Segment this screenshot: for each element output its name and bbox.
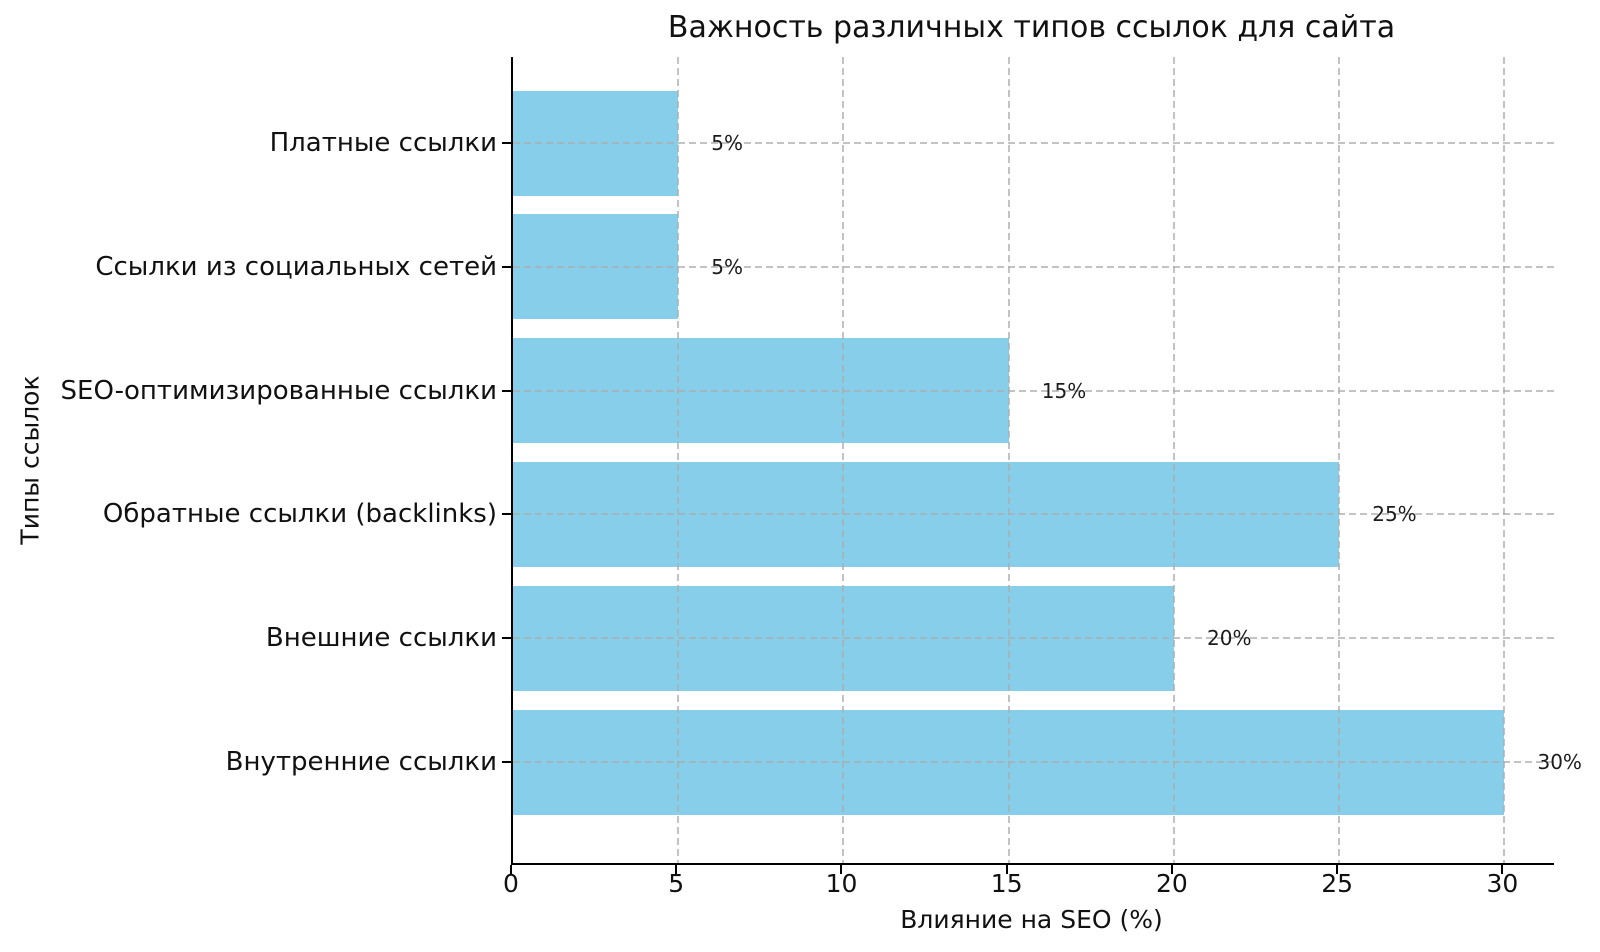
value-label: 5% <box>711 254 744 279</box>
gridline-h <box>513 761 1554 763</box>
value-label: 30% <box>1537 750 1582 774</box>
x-axis-label: Влияние на SEO (%) <box>900 905 1163 934</box>
x-tick-label: 30 <box>1486 869 1519 898</box>
value-label: 20% <box>1207 626 1252 651</box>
y-tick-mark <box>502 761 511 763</box>
gridline-v <box>1503 57 1506 863</box>
gridline-v <box>1007 57 1010 863</box>
gridline-v <box>1172 57 1175 863</box>
category-label: SEO-оптимизированные ссылки <box>60 375 497 406</box>
gridline-v <box>1338 57 1341 863</box>
gridline-h <box>513 513 1554 516</box>
x-tick-mark <box>1501 865 1504 874</box>
y-axis-label: Типы ссылок <box>15 375 45 545</box>
y-tick-mark <box>502 142 511 144</box>
category-label: Внешние ссылки <box>265 623 497 654</box>
x-tick-label: 0 <box>503 869 519 898</box>
chart-title: Важность различных типов ссылок для сайт… <box>667 10 1396 45</box>
x-tick-mark <box>840 865 843 874</box>
x-tick-label: 5 <box>668 869 685 898</box>
x-tick-label: 15 <box>990 869 1023 898</box>
x-tick-label: 10 <box>825 869 858 898</box>
x-tick-mark <box>510 865 512 874</box>
x-tick-mark <box>1005 865 1008 874</box>
gridline-v <box>842 57 845 863</box>
gridline-v <box>677 57 680 863</box>
y-tick-mark <box>502 513 511 516</box>
value-label: 25% <box>1372 502 1417 527</box>
x-tick-mark <box>1170 865 1173 874</box>
plot-area: 5% 5% 15% 25% 20% 30% <box>511 57 1582 865</box>
x-tick-label: 25 <box>1321 869 1354 898</box>
x-tick-label: 20 <box>1156 869 1188 898</box>
x-tick-mark <box>675 865 678 874</box>
y-tick-mark <box>502 637 511 640</box>
category-label: Ссылки из социальных сетей <box>95 251 497 282</box>
category-label: Платные ссылки <box>269 128 497 158</box>
value-label: 5% <box>711 131 744 155</box>
y-tick-mark <box>502 265 511 268</box>
gridline-h <box>513 389 1554 392</box>
category-label: Внутренние ссылки <box>225 747 497 777</box>
value-label: 15% <box>1041 378 1087 403</box>
x-tick-mark <box>1336 865 1339 874</box>
y-tick-mark <box>502 389 511 392</box>
category-label: Обратные ссылки (backlinks) <box>102 499 497 530</box>
gridline-h <box>513 637 1554 640</box>
gridline-h <box>513 265 1554 268</box>
gridline-h <box>513 142 1554 144</box>
